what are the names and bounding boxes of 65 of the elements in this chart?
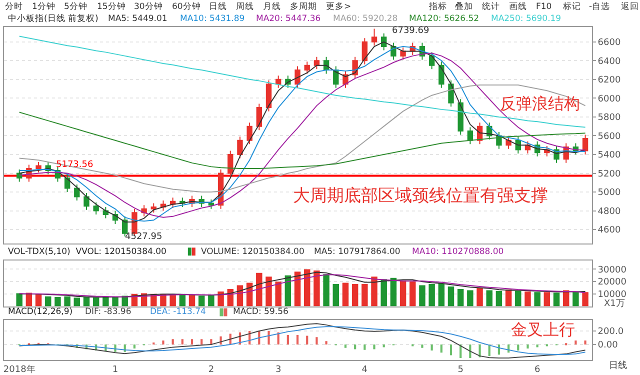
series-label: MA5: 107917864.00 [314, 247, 400, 257]
text: MA60: 5920.28 [333, 14, 398, 24]
y-tick-label: 5800 [598, 113, 621, 124]
y-tick-label: 5200 [598, 169, 621, 180]
annotation: 大周期底部区域颈线位置有强支撑 [293, 186, 548, 206]
text: 30分钟 [134, 1, 163, 12]
y-tick-label: 4600 [598, 226, 621, 236]
x-tick-label: 6 [534, 364, 540, 375]
y-tick-label: 6200 [598, 76, 621, 86]
y-tick-label: 20000 [598, 278, 627, 288]
annotation: 4527.95 [125, 232, 162, 242]
text: 统计 [482, 1, 500, 12]
x-tick-label: 4 [362, 364, 368, 375]
text: MA120: 5626.52 [409, 14, 480, 24]
x-tick-label: 3 [275, 364, 282, 375]
text: 更多> [326, 1, 352, 12]
text: 分时 [5, 1, 23, 12]
annotation: 金叉上行 [511, 320, 575, 339]
y-tick-label: 0.00 [598, 340, 618, 351]
text: 指标 [428, 1, 447, 12]
text: MA10: 110270888.00 [412, 247, 504, 257]
y-tick-label: 200.0 [598, 327, 624, 338]
text: DEA: -113.74 [150, 307, 206, 317]
text: 日线 [609, 360, 627, 371]
x-tick-label: 2018年 [3, 364, 36, 375]
text: X1万 [604, 299, 625, 309]
y-tick-label: 5000 [598, 188, 621, 198]
text: DIF: -83.96 [85, 307, 132, 317]
text: 5分钟 [64, 1, 88, 12]
text: -自选 [589, 1, 610, 12]
text: 15分钟 [97, 1, 126, 12]
chart-title: VOL-TDX(5,10) VVOL: 120150384.00 [8, 247, 166, 257]
x-tick-label: 5 [458, 364, 464, 375]
text: 叠加 [455, 1, 473, 12]
y-tick-label: 6400 [598, 56, 621, 67]
y-tick-label: 30000 [598, 265, 627, 276]
y-tick-label: 5400 [598, 150, 621, 161]
text: MA5: 5449.01 [108, 14, 168, 24]
annotation: 反弹浪结构 [500, 94, 580, 113]
y-tick-label: 5600 [598, 132, 621, 142]
text: F10 [536, 2, 552, 12]
annotation: 6739.69 [392, 26, 430, 36]
text: MA20: 5447.36 [256, 14, 321, 24]
chart-title: 中小板指(日线 前复权) [8, 13, 98, 24]
text: 月线 [263, 1, 281, 12]
text: 周线 [236, 1, 254, 12]
x-tick-label: 1 [112, 364, 118, 375]
legend-label: VOLUME: 120150384.00 [201, 247, 304, 257]
text: 60分钟 [172, 1, 201, 12]
text: MA10: 5431.89 [180, 14, 245, 24]
text: 日线 [209, 1, 227, 12]
text: MA250: 5690.19 [491, 14, 562, 24]
ref-line-label: 5173.56 [56, 160, 94, 170]
text: 标记 [562, 1, 581, 12]
text: 画线 [509, 1, 527, 12]
text: 多周期 [290, 1, 317, 12]
y-tick-label: 6600 [598, 38, 621, 48]
legend-label: MACD: 59.56 [233, 307, 288, 317]
text: 返回 [621, 1, 639, 12]
y-tick-label: 10000 [598, 290, 627, 300]
text: 1分钟 [32, 1, 56, 12]
x-tick-label: 2 [208, 364, 214, 375]
chart-title: MACD(12,26,9) [8, 307, 73, 317]
y-tick-label: 6000 [598, 94, 621, 104]
y-tick-label: 4800 [598, 206, 621, 217]
